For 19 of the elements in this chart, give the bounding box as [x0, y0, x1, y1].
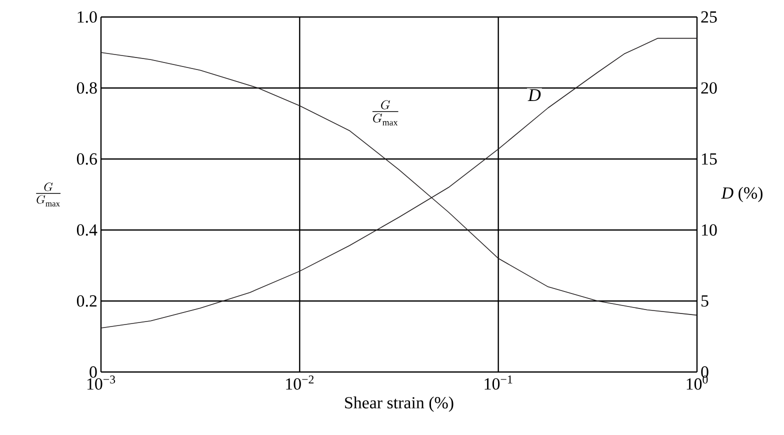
- y-tick-label: 0.6: [76, 153, 97, 165]
- y-tick-label: 0.4: [76, 224, 98, 236]
- x-tick-label: 10$^{−2}$: [286, 376, 314, 390]
- y2-tick-label: 10: [702, 224, 717, 236]
- annotation: D: [528, 89, 541, 101]
- y2-tick-label: 5: [702, 295, 708, 307]
- y-tick-label: 0.8: [76, 82, 97, 94]
- y2-tick-label: 15: [702, 153, 717, 165]
- y2-axis-title: D (%): [721, 186, 762, 202]
- y-axis-title: $\frac{G}{G_{\max}}$: [36, 182, 61, 206]
- y2-tick-label: 0: [701, 366, 708, 378]
- x-tick-label: 10$^{−1}$: [484, 376, 512, 390]
- y-tick-label: 1.0: [78, 11, 97, 23]
- annotation: $\frac{G}{G_{\max}}$: [372, 100, 398, 126]
- y-tick-label: 0.2: [76, 295, 97, 307]
- x-axis-title: Shear strain (%): [345, 396, 454, 412]
- y2-tick-label: 20: [701, 82, 717, 94]
- y2-tick-label: 25: [701, 11, 717, 23]
- y-tick-label: 0: [90, 366, 97, 378]
